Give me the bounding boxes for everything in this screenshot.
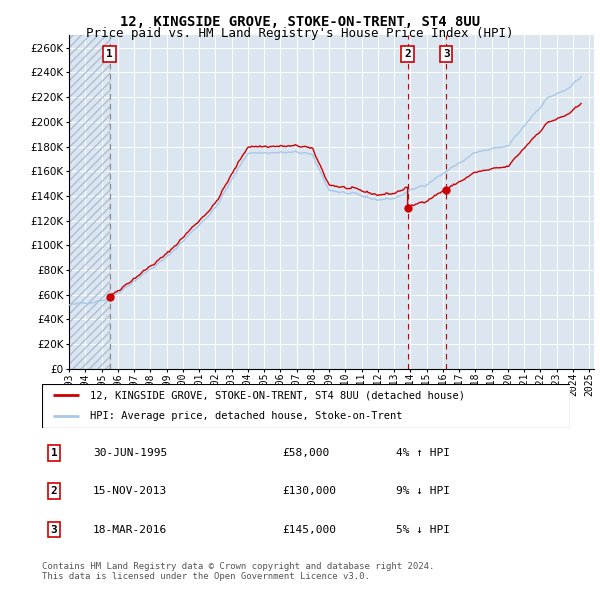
Text: 2: 2 [50, 486, 58, 496]
Text: £130,000: £130,000 [282, 486, 336, 496]
Text: 1: 1 [106, 49, 113, 59]
Text: 3: 3 [443, 49, 449, 59]
Text: Contains HM Land Registry data © Crown copyright and database right 2024.: Contains HM Land Registry data © Crown c… [42, 562, 434, 571]
Bar [69, 35, 110, 369]
Text: £145,000: £145,000 [282, 525, 336, 535]
Bar [69, 35, 110, 369]
Text: 4% ↑ HPI: 4% ↑ HPI [396, 448, 450, 458]
Text: Price paid vs. HM Land Registry's House Price Index (HPI): Price paid vs. HM Land Registry's House … [86, 27, 514, 40]
Text: 18-MAR-2016: 18-MAR-2016 [93, 525, 167, 535]
Text: 12, KINGSIDE GROVE, STOKE-ON-TRENT, ST4 8UU: 12, KINGSIDE GROVE, STOKE-ON-TRENT, ST4 … [120, 15, 480, 29]
Text: 12, KINGSIDE GROVE, STOKE-ON-TRENT, ST4 8UU (detached house): 12, KINGSIDE GROVE, STOKE-ON-TRENT, ST4 … [89, 391, 464, 401]
Text: 15-NOV-2013: 15-NOV-2013 [93, 486, 167, 496]
Text: 1: 1 [50, 448, 58, 458]
Text: 30-JUN-1995: 30-JUN-1995 [93, 448, 167, 458]
Text: 5% ↓ HPI: 5% ↓ HPI [396, 525, 450, 535]
Text: 2: 2 [404, 49, 411, 59]
Text: 9% ↓ HPI: 9% ↓ HPI [396, 486, 450, 496]
Text: 3: 3 [50, 525, 58, 535]
Text: £58,000: £58,000 [282, 448, 329, 458]
Text: This data is licensed under the Open Government Licence v3.0.: This data is licensed under the Open Gov… [42, 572, 370, 581]
Text: HPI: Average price, detached house, Stoke-on-Trent: HPI: Average price, detached house, Stok… [89, 411, 402, 421]
